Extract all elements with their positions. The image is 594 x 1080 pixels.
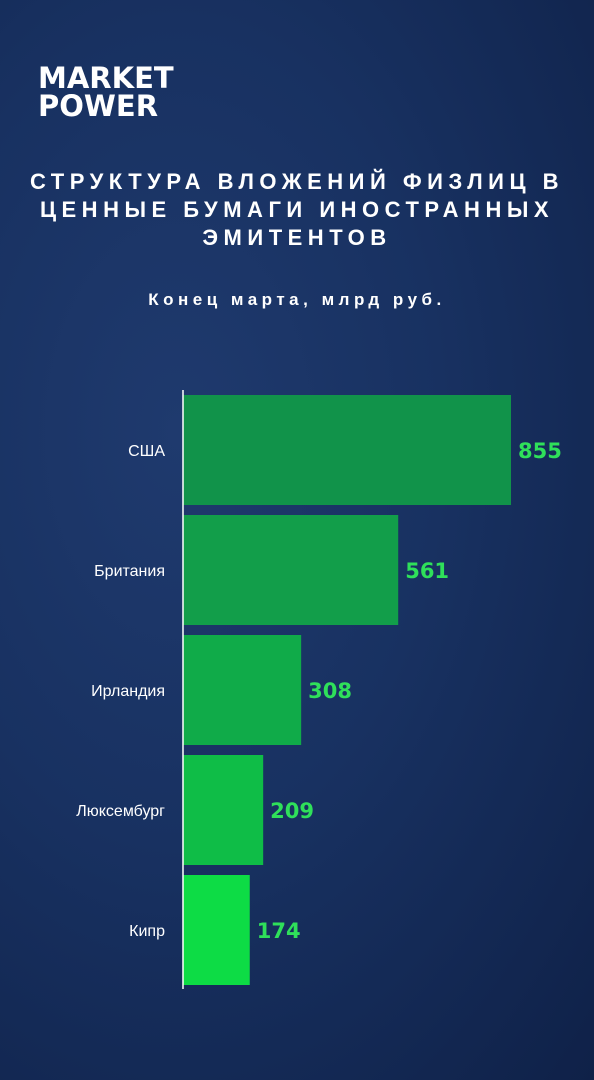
category-label-5: Кипр (129, 923, 165, 940)
value-label-3: 308 (308, 679, 352, 703)
value-label-1: 855 (518, 439, 562, 463)
bar-4 (183, 755, 264, 865)
chart-subtitle: Конец марта, млрд руб. (148, 290, 446, 309)
logo-line-1: MARKET (38, 61, 174, 95)
category-label-4: Люксембург (76, 803, 165, 820)
bar-group: США 855 Британия 561 Ирландия 308 Люксембург 20… (76, 395, 562, 985)
value-label-5: 174 (257, 919, 301, 943)
chart-title-line-1: СТРУКТУРА ВЛОЖЕНИЙ ФИЗЛИЦ В (29, 169, 565, 194)
value-label-4: 209 (270, 799, 314, 823)
bar-2 (183, 515, 399, 625)
chart-title-line-3: ЭМИТЕНТОВ (202, 225, 392, 250)
value-label-2: 561 (405, 559, 449, 583)
bar-5 (183, 875, 250, 985)
logo: MARKET POWER (38, 61, 174, 123)
bar-1 (183, 395, 511, 505)
bar-3 (183, 635, 302, 745)
category-label-2: Британия (94, 563, 165, 580)
logo-line-2: POWER (38, 89, 159, 123)
chart-title: СТРУКТУРА ВЛОЖЕНИЙ ФИЗЛИЦ В ЦЕННЫЕ БУМАГ… (0, 168, 594, 252)
category-label-1: США (128, 443, 165, 460)
category-label-3: Ирландия (91, 683, 165, 700)
chart-title-line-2: ЦЕННЫЕ БУМАГИ ИНОСТРАННЫХ (39, 197, 555, 222)
